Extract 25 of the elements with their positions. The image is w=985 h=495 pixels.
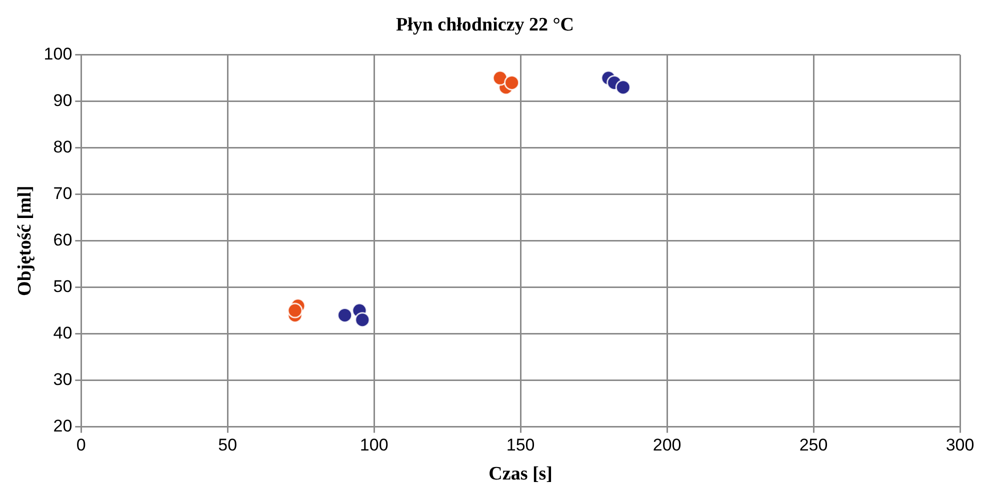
y-tick-label: 100 (44, 44, 72, 64)
x-tick-label: 50 (218, 436, 238, 455)
point (354, 312, 370, 328)
x-tick-label: 300 (946, 436, 974, 455)
point (492, 70, 508, 86)
y-tick-label: 40 (53, 323, 72, 342)
x-tick-label: 200 (652, 436, 682, 455)
y-axis-title: Objętość [ml] (14, 186, 36, 296)
y-tick-label: 90 (53, 90, 72, 110)
point (504, 74, 520, 90)
x-tick-label: 250 (799, 436, 828, 455)
y-tick-label: 60 (53, 230, 72, 250)
point (615, 80, 631, 96)
y-tick-label: 20 (53, 416, 72, 436)
x-tick-label: 0 (76, 436, 86, 455)
y-tick-label: 80 (53, 137, 72, 156)
point (337, 307, 353, 323)
y-tick-label: 70 (53, 184, 72, 203)
x-tick-label: 150 (506, 436, 535, 455)
y-tick-label: 50 (53, 276, 72, 296)
chart-title: Płyn chłodniczy 22 °C (396, 14, 574, 36)
y-tick-label: 30 (53, 370, 72, 389)
x-tick-label: 100 (360, 436, 388, 455)
point (287, 302, 303, 318)
x-axis-title: Czas [s] (488, 464, 553, 485)
